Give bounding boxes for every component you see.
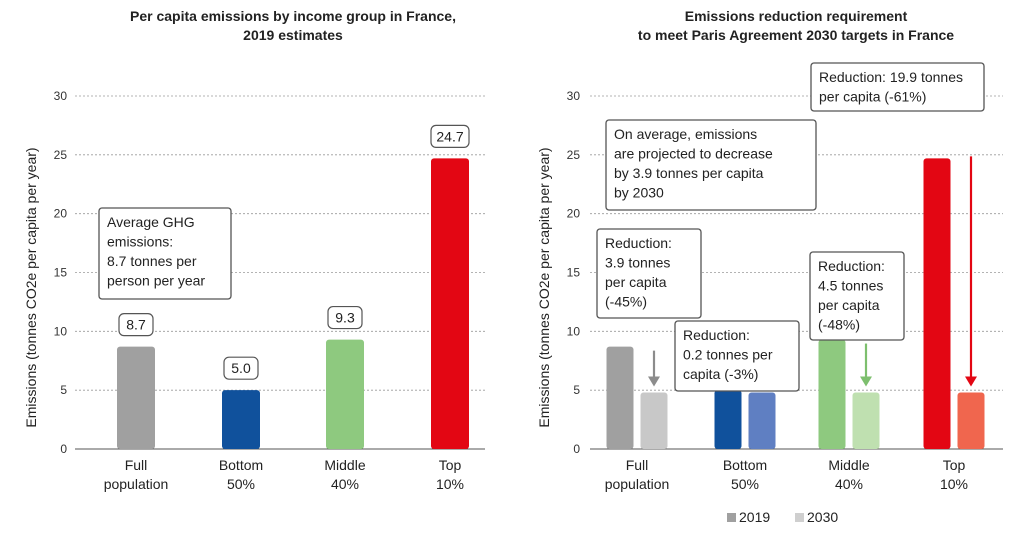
chart1-value-label: 5.0 (231, 360, 251, 376)
chart2-ytick-label: 5 (573, 383, 580, 397)
chart1-ytick-label: 0 (60, 442, 67, 456)
chart1-value-label: 8.7 (126, 317, 146, 333)
chart2-annotation-full-frame (596, 228, 702, 319)
chart2-bar-2030 (748, 392, 776, 449)
chart2-reduction-arrow-head (860, 376, 872, 387)
chart2-annotation-full: Reduction: 3.9 tonnes per capita (-45%) (596, 228, 702, 319)
chart1-ytick-label: 10 (54, 324, 68, 338)
chart1-value-label-box (118, 313, 154, 337)
chart2-legend-swatch (795, 513, 804, 522)
chart2-annotation-middle: Reduction: 4.5 tonnes per capita (-48%) (809, 251, 905, 341)
chart1-ytick-label: 15 (54, 266, 68, 280)
chart2-ytick-label: 0 (573, 442, 580, 456)
chart2-annotation-bottom: Reduction: 0.2 tonnes per capita (-3%) (674, 320, 800, 392)
chart1-category-label: Full population (104, 457, 169, 492)
chart2-ytick-label: 20 (567, 207, 581, 221)
chart1-bar (222, 390, 260, 449)
chart2-annotation-middle-frame (809, 251, 905, 341)
chart1-value-label: 24.7 (436, 128, 463, 144)
chart2-title: Emissions reduction requirement to meet P… (638, 8, 954, 43)
chart2-bar-2030 (640, 392, 668, 449)
chart2-annotation-bottom-text: Reduction: 0.2 tonnes per capita (-3%) (683, 327, 773, 382)
chart1-value-label-box (430, 124, 470, 148)
chart1-category-label: Bottom 50% (219, 457, 263, 492)
chart2-annotation-bottom-frame (674, 320, 800, 392)
chart1-bar (326, 339, 364, 449)
chart2-annotation-full-text: Reduction: 3.9 tonnes per capita (-45%) (605, 235, 672, 309)
chart2-bar-2019 (714, 390, 742, 449)
chart2-legend-swatch (727, 513, 736, 522)
chart2-ylabel: Emissions (tonnes CO2e per capita per ye… (536, 147, 552, 427)
chart1-category-label: Top 10% (436, 457, 464, 492)
chart1-value-label-box (327, 305, 363, 330)
chart2-bar-2030 (852, 392, 880, 449)
chart1-annotation-text: Average GHG emissions: 8.7 tonnes per perso… (107, 214, 205, 288)
chart2-ytick-label: 30 (567, 89, 581, 103)
chart2-ytick-label: 25 (567, 148, 581, 162)
chart1-ylabel: Emissions (tonnes CO2e per capita per ye… (23, 147, 39, 427)
chart2-annotation-top-frame (810, 62, 985, 112)
chart1-annotation-frame (98, 207, 232, 300)
chart2-category-label: Middle 40% (828, 457, 869, 492)
chart1-value-label-box (223, 356, 259, 380)
chart2-bar-2019 (923, 158, 951, 449)
chart2-annotation-average: On average, emissions are projected to de… (605, 119, 817, 211)
chart1-ytick-label: 20 (54, 207, 68, 221)
chart2-legend-label: 2019 (739, 509, 770, 525)
chart2-category-label: Bottom 50% (723, 457, 767, 492)
chart1-annotation: Average GHG emissions: 8.7 tonnes per perso… (98, 207, 232, 300)
chart2-reduction-arrow-head (965, 376, 977, 387)
chart1-bar (117, 346, 155, 449)
chart2-annotation-top-text: Reduction: 19.9 tonnes per capita (-61%) (819, 69, 963, 105)
chart2-reduction-arrow-head (648, 376, 660, 387)
chart2-legend-label: 2030 (807, 509, 838, 525)
chart1-ytick-label: 5 (60, 383, 67, 397)
chart2-category-label: Top 10% (940, 457, 968, 492)
chart2-bar-2030 (957, 392, 985, 449)
chart1-value-label: 9.3 (335, 310, 355, 326)
chart2-annotation-middle-text: Reduction: 4.5 tonnes per capita (-48%) (818, 258, 885, 333)
chart1-bar (431, 158, 469, 449)
chart2-bar-2019 (606, 346, 634, 449)
chart2-annotation-average-frame (605, 119, 817, 211)
chart2-category-label: Full population (605, 457, 670, 492)
chart2-ytick-label: 10 (567, 324, 581, 338)
chart1-category-label: Middle 40% (324, 457, 365, 492)
chart2-annotation-average-text: On average, emissions are projected to de… (614, 126, 773, 201)
chart2-ytick-label: 15 (567, 266, 581, 280)
chart2-annotation-top: Reduction: 19.9 tonnes per capita (-61%) (810, 62, 985, 112)
chart2-bar-2019 (818, 339, 846, 449)
chart1-title: Per capita emissions by income group in … (130, 8, 456, 43)
chart1-ytick-label: 25 (54, 148, 68, 162)
chart1-ytick-label: 30 (54, 89, 68, 103)
